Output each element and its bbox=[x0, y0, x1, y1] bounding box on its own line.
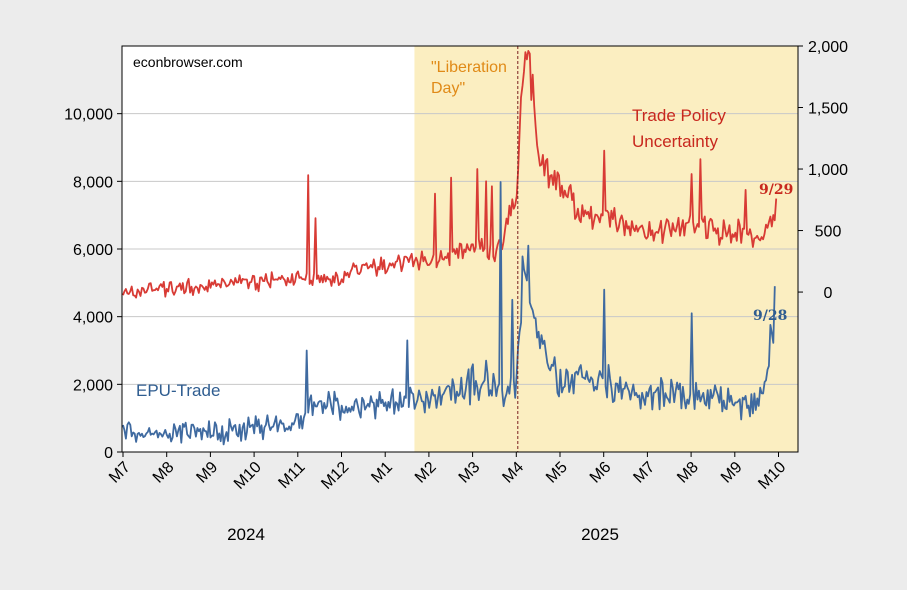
x-axis-tick-label: M6 bbox=[587, 459, 615, 487]
tpu-series-line bbox=[122, 50, 778, 299]
x-axis-tick-label: M7 bbox=[630, 459, 658, 487]
year-label-2025: 2025 bbox=[581, 525, 619, 544]
x-axis-tick-label: M2 bbox=[412, 459, 440, 487]
left-axis-tick-label: 8,000 bbox=[73, 174, 113, 191]
x-axis-tick-label: M9 bbox=[193, 459, 221, 487]
epu-trade-series-line bbox=[122, 181, 776, 446]
x-axis-tick-label: M10 bbox=[755, 459, 789, 493]
x-axis-tick-label: M11 bbox=[275, 459, 308, 492]
right-axis-tick-label: 500 bbox=[815, 224, 842, 241]
x-axis-tick-label: M10 bbox=[231, 459, 265, 493]
x-axis-tick-label: M7 bbox=[106, 459, 134, 487]
tpu-end-label: 9/29 bbox=[759, 182, 793, 198]
left-axis-tick-label: 2,000 bbox=[73, 377, 113, 394]
left-axis-tick-label: 10,000 bbox=[64, 107, 113, 124]
x-axis-tick-label: M4 bbox=[499, 459, 527, 487]
x-axis-tick-label: M12 bbox=[318, 459, 352, 493]
x-axis-tick-label: M5 bbox=[543, 459, 571, 487]
left-axis-tick-label: 4,000 bbox=[73, 310, 113, 327]
epu-end-label: 9/28 bbox=[753, 308, 787, 324]
right-axis-tick-label: 1,500 bbox=[808, 101, 848, 118]
right-axis-tick-label: 1,000 bbox=[808, 162, 848, 179]
epu-annotation: EPU-Trade bbox=[136, 381, 220, 400]
year-label-2024: 2024 bbox=[227, 525, 265, 544]
x-axis-tick-label: M9 bbox=[718, 459, 746, 487]
right-axis-tick-label: 0 bbox=[824, 285, 833, 302]
series-lines bbox=[122, 50, 778, 446]
x-axis-tick-label: M8 bbox=[674, 459, 702, 487]
left-axis-tick-label: 6,000 bbox=[73, 242, 113, 259]
source-label: econbrowser.com bbox=[133, 54, 243, 70]
event-label: "Liberation Day" bbox=[431, 59, 511, 97]
x-axis-tick-label: M1 bbox=[368, 459, 396, 487]
x-axis-tick-label: M3 bbox=[456, 459, 484, 487]
x-axis-tick-label: M8 bbox=[150, 459, 178, 487]
left-axis-tick-label: 0 bbox=[104, 445, 113, 462]
tpu-annotation: Trade Policy Uncertainty bbox=[632, 106, 731, 151]
right-axis-tick-label: 2,000 bbox=[808, 39, 848, 56]
